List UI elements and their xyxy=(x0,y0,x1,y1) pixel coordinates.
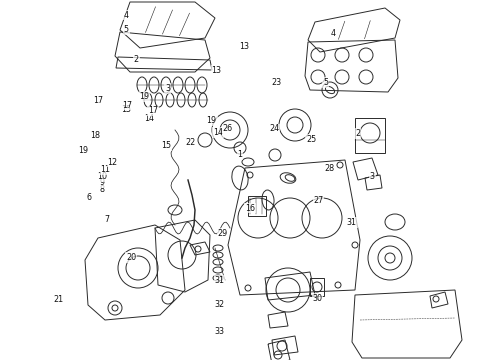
Text: 17: 17 xyxy=(93,96,103,105)
Text: 22: 22 xyxy=(185,138,195,147)
Text: 13: 13 xyxy=(239,42,249,51)
Text: 4: 4 xyxy=(331,29,336,38)
Bar xyxy=(355,118,385,153)
Text: 17: 17 xyxy=(148,107,158,116)
Text: 2: 2 xyxy=(134,55,139,64)
Text: 3: 3 xyxy=(165,84,170,93)
Text: 15: 15 xyxy=(122,105,131,114)
Text: 4: 4 xyxy=(124,11,129,20)
Text: 18: 18 xyxy=(91,131,100,140)
Text: 14: 14 xyxy=(145,114,154,123)
Text: 28: 28 xyxy=(324,164,334,173)
Text: 23: 23 xyxy=(272,78,282,87)
Text: 5: 5 xyxy=(124,25,129,34)
Text: 31: 31 xyxy=(215,276,224,284)
Text: 11: 11 xyxy=(100,165,110,174)
Text: 19: 19 xyxy=(78,146,88,155)
Text: 16: 16 xyxy=(245,204,255,212)
Text: 19: 19 xyxy=(140,92,149,101)
Text: 26: 26 xyxy=(223,125,233,134)
Text: 10: 10 xyxy=(97,172,107,181)
Text: 8: 8 xyxy=(99,185,104,194)
Text: 27: 27 xyxy=(314,197,323,206)
Text: 31: 31 xyxy=(347,218,357,227)
Text: 33: 33 xyxy=(215,327,224,336)
Text: 14: 14 xyxy=(213,128,223,137)
Text: 6: 6 xyxy=(87,193,92,202)
Text: 13: 13 xyxy=(212,66,221,75)
Text: 5: 5 xyxy=(323,78,328,87)
Bar xyxy=(310,278,324,296)
Text: 21: 21 xyxy=(54,295,64,304)
Text: 32: 32 xyxy=(215,300,224,309)
Text: 7: 7 xyxy=(104,215,109,224)
Text: 1: 1 xyxy=(238,150,243,159)
Text: 25: 25 xyxy=(306,135,316,144)
Text: 2: 2 xyxy=(355,129,360,138)
Text: 3: 3 xyxy=(370,172,375,181)
Text: 19: 19 xyxy=(207,116,217,125)
Text: 12: 12 xyxy=(108,158,118,166)
Bar xyxy=(248,196,266,216)
Text: 24: 24 xyxy=(270,125,279,134)
Text: 30: 30 xyxy=(313,293,322,302)
Text: 20: 20 xyxy=(126,253,136,262)
Text: 9: 9 xyxy=(99,179,104,188)
Text: 15: 15 xyxy=(162,141,172,150)
Text: 29: 29 xyxy=(218,229,228,238)
Text: 17: 17 xyxy=(122,100,132,110)
